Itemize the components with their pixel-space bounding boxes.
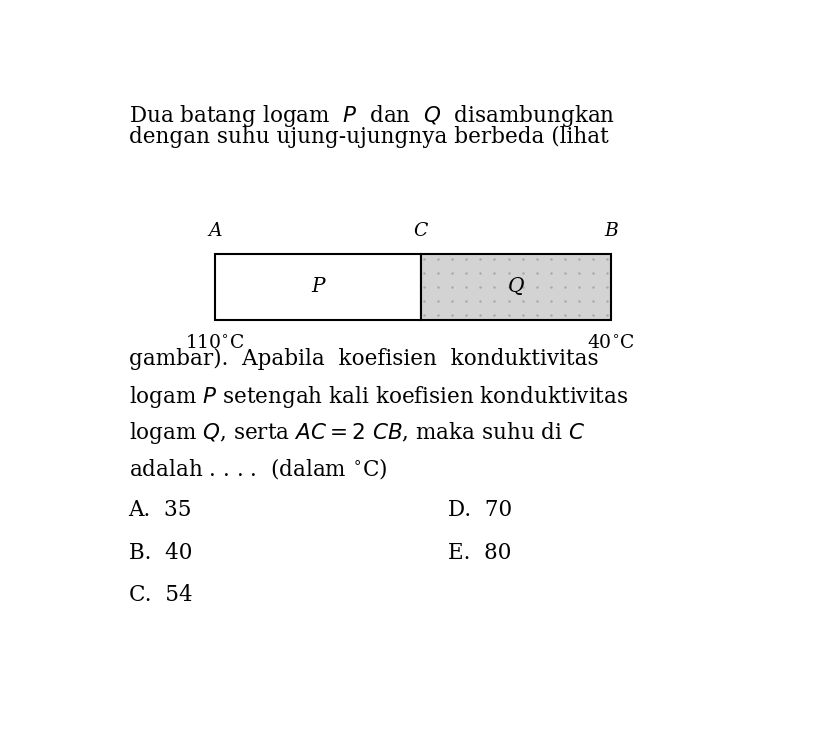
Bar [420,254,611,320]
Text: 110$^{\circ}$C: 110$^{\circ}$C [185,334,245,352]
Text: Q: Q [508,278,524,296]
Text: B: B [604,222,617,240]
Text: E.  80: E. 80 [448,542,511,564]
Text: dengan suhu ujung-ujungnya berbeda (lihat: dengan suhu ujung-ujungnya berbeda (liha… [129,126,608,148]
Text: P: P [311,278,325,296]
Bar [215,254,420,320]
Text: B.  40: B. 40 [129,542,192,564]
Text: Dua batang logam  $P$  dan  $Q$  disambungkan: Dua batang logam $P$ dan $Q$ disambungka… [129,103,615,129]
Text: C.  54: C. 54 [129,585,192,606]
Text: A.  35: A. 35 [129,499,192,521]
Text: D.  70: D. 70 [448,499,512,521]
Text: logam $Q$, serta $AC = 2$ $CB$, maka suhu di $C$: logam $Q$, serta $AC = 2$ $CB$, maka suh… [129,420,585,446]
Text: gambar).  Apabila  koefisien  konduktivitas: gambar). Apabila koefisien konduktivitas [129,348,598,370]
Text: C: C [414,222,428,240]
Text: adalah . . . .  (dalam $^{\circ}$C): adalah . . . . (dalam $^{\circ}$C) [129,456,387,481]
Text: 40$^{\circ}$C: 40$^{\circ}$C [587,334,634,352]
Text: A: A [208,222,222,240]
Text: logam $P$ setengah kali koefisien konduktivitas: logam $P$ setengah kali koefisien konduk… [129,384,628,410]
